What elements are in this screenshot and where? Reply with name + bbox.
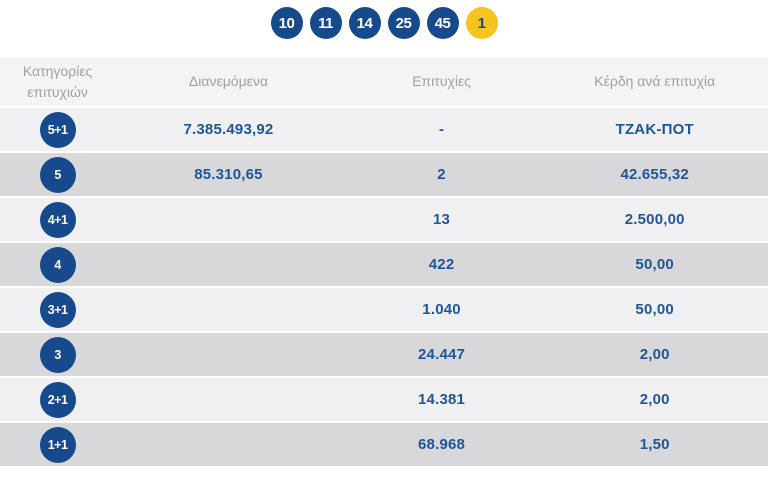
joker-ball: 1: [465, 7, 498, 39]
distributed-cell: [115, 333, 342, 378]
prize-cell: 2,00: [541, 378, 768, 423]
number-ball: 25: [387, 7, 420, 39]
wins-cell: 13: [341, 198, 542, 243]
wins-cell: 14.381: [341, 378, 542, 423]
category-badge: 5+1: [39, 111, 76, 148]
category-cell: 4: [0, 243, 116, 288]
table-row: 1+1 68.968 1,50: [0, 423, 768, 468]
distributed-cell: 7.385.493,92: [115, 108, 342, 153]
wins-cell: 422: [341, 243, 542, 288]
winning-numbers: 10 11 14 25 45 1: [0, 0, 768, 57]
number-ball: 45: [426, 7, 459, 39]
table-header-row: Κατηγορίες επιτυχιών Διανεμόμενα Επιτυχί…: [0, 57, 768, 108]
category-badge: 1+1: [39, 426, 76, 463]
wins-cell: 2: [341, 153, 542, 198]
column-header-wins: Επιτυχίες: [341, 57, 542, 108]
table-row: 2+1 14.381 2,00: [0, 378, 768, 423]
table-row: 4 422 50,00: [0, 243, 768, 288]
column-header-categories: Κατηγορίες επιτυχιών: [0, 57, 116, 108]
wins-cell: 1.040: [341, 288, 542, 333]
distributed-cell: [115, 243, 342, 288]
table-row: 4+1 13 2.500,00: [0, 198, 768, 243]
prize-cell: 42.655,32: [541, 153, 768, 198]
prize-cell: 2,00: [541, 333, 768, 378]
prize-cell: ΤΖΑΚ-ΠΟΤ: [541, 108, 768, 153]
category-cell: 5: [0, 153, 116, 198]
number-ball: 11: [309, 7, 342, 39]
table-row: 3 24.447 2,00: [0, 333, 768, 378]
wins-cell: 24.447: [341, 333, 542, 378]
category-badge: 4: [39, 246, 76, 283]
distributed-cell: [115, 288, 342, 333]
number-ball: 10: [270, 7, 303, 39]
category-cell: 2+1: [0, 378, 116, 423]
wins-cell: -: [341, 108, 542, 153]
column-header-prize-per-win: Κέρδη ανά επιτυχία: [541, 57, 768, 108]
category-badge: 3: [39, 336, 76, 373]
table-row: 3+1 1.040 50,00: [0, 288, 768, 333]
prize-cell: 50,00: [541, 288, 768, 333]
distributed-cell: [115, 423, 342, 468]
category-badge: 4+1: [39, 201, 76, 238]
category-cell: 3: [0, 333, 116, 378]
number-ball: 14: [348, 7, 381, 39]
distributed-cell: [115, 198, 342, 243]
category-cell: 3+1: [0, 288, 116, 333]
distributed-cell: [115, 378, 342, 423]
distributed-cell: 85.310,65: [115, 153, 342, 198]
results-table: Κατηγορίες επιτυχιών Διανεμόμενα Επιτυχί…: [0, 57, 768, 468]
prize-cell: 2.500,00: [541, 198, 768, 243]
prize-cell: 50,00: [541, 243, 768, 288]
wins-cell: 68.968: [341, 423, 542, 468]
category-cell: 4+1: [0, 198, 116, 243]
table-row: 5+1 7.385.493,92 - ΤΖΑΚ-ΠΟΤ: [0, 108, 768, 153]
prize-cell: 1,50: [541, 423, 768, 468]
column-header-distributed: Διανεμόμενα: [115, 57, 342, 108]
table-row: 5 85.310,65 2 42.655,32: [0, 153, 768, 198]
category-badge: 2+1: [39, 381, 76, 418]
category-cell: 1+1: [0, 423, 116, 468]
category-cell: 5+1: [0, 108, 116, 153]
category-badge: 3+1: [39, 291, 76, 328]
category-badge: 5: [39, 156, 76, 193]
